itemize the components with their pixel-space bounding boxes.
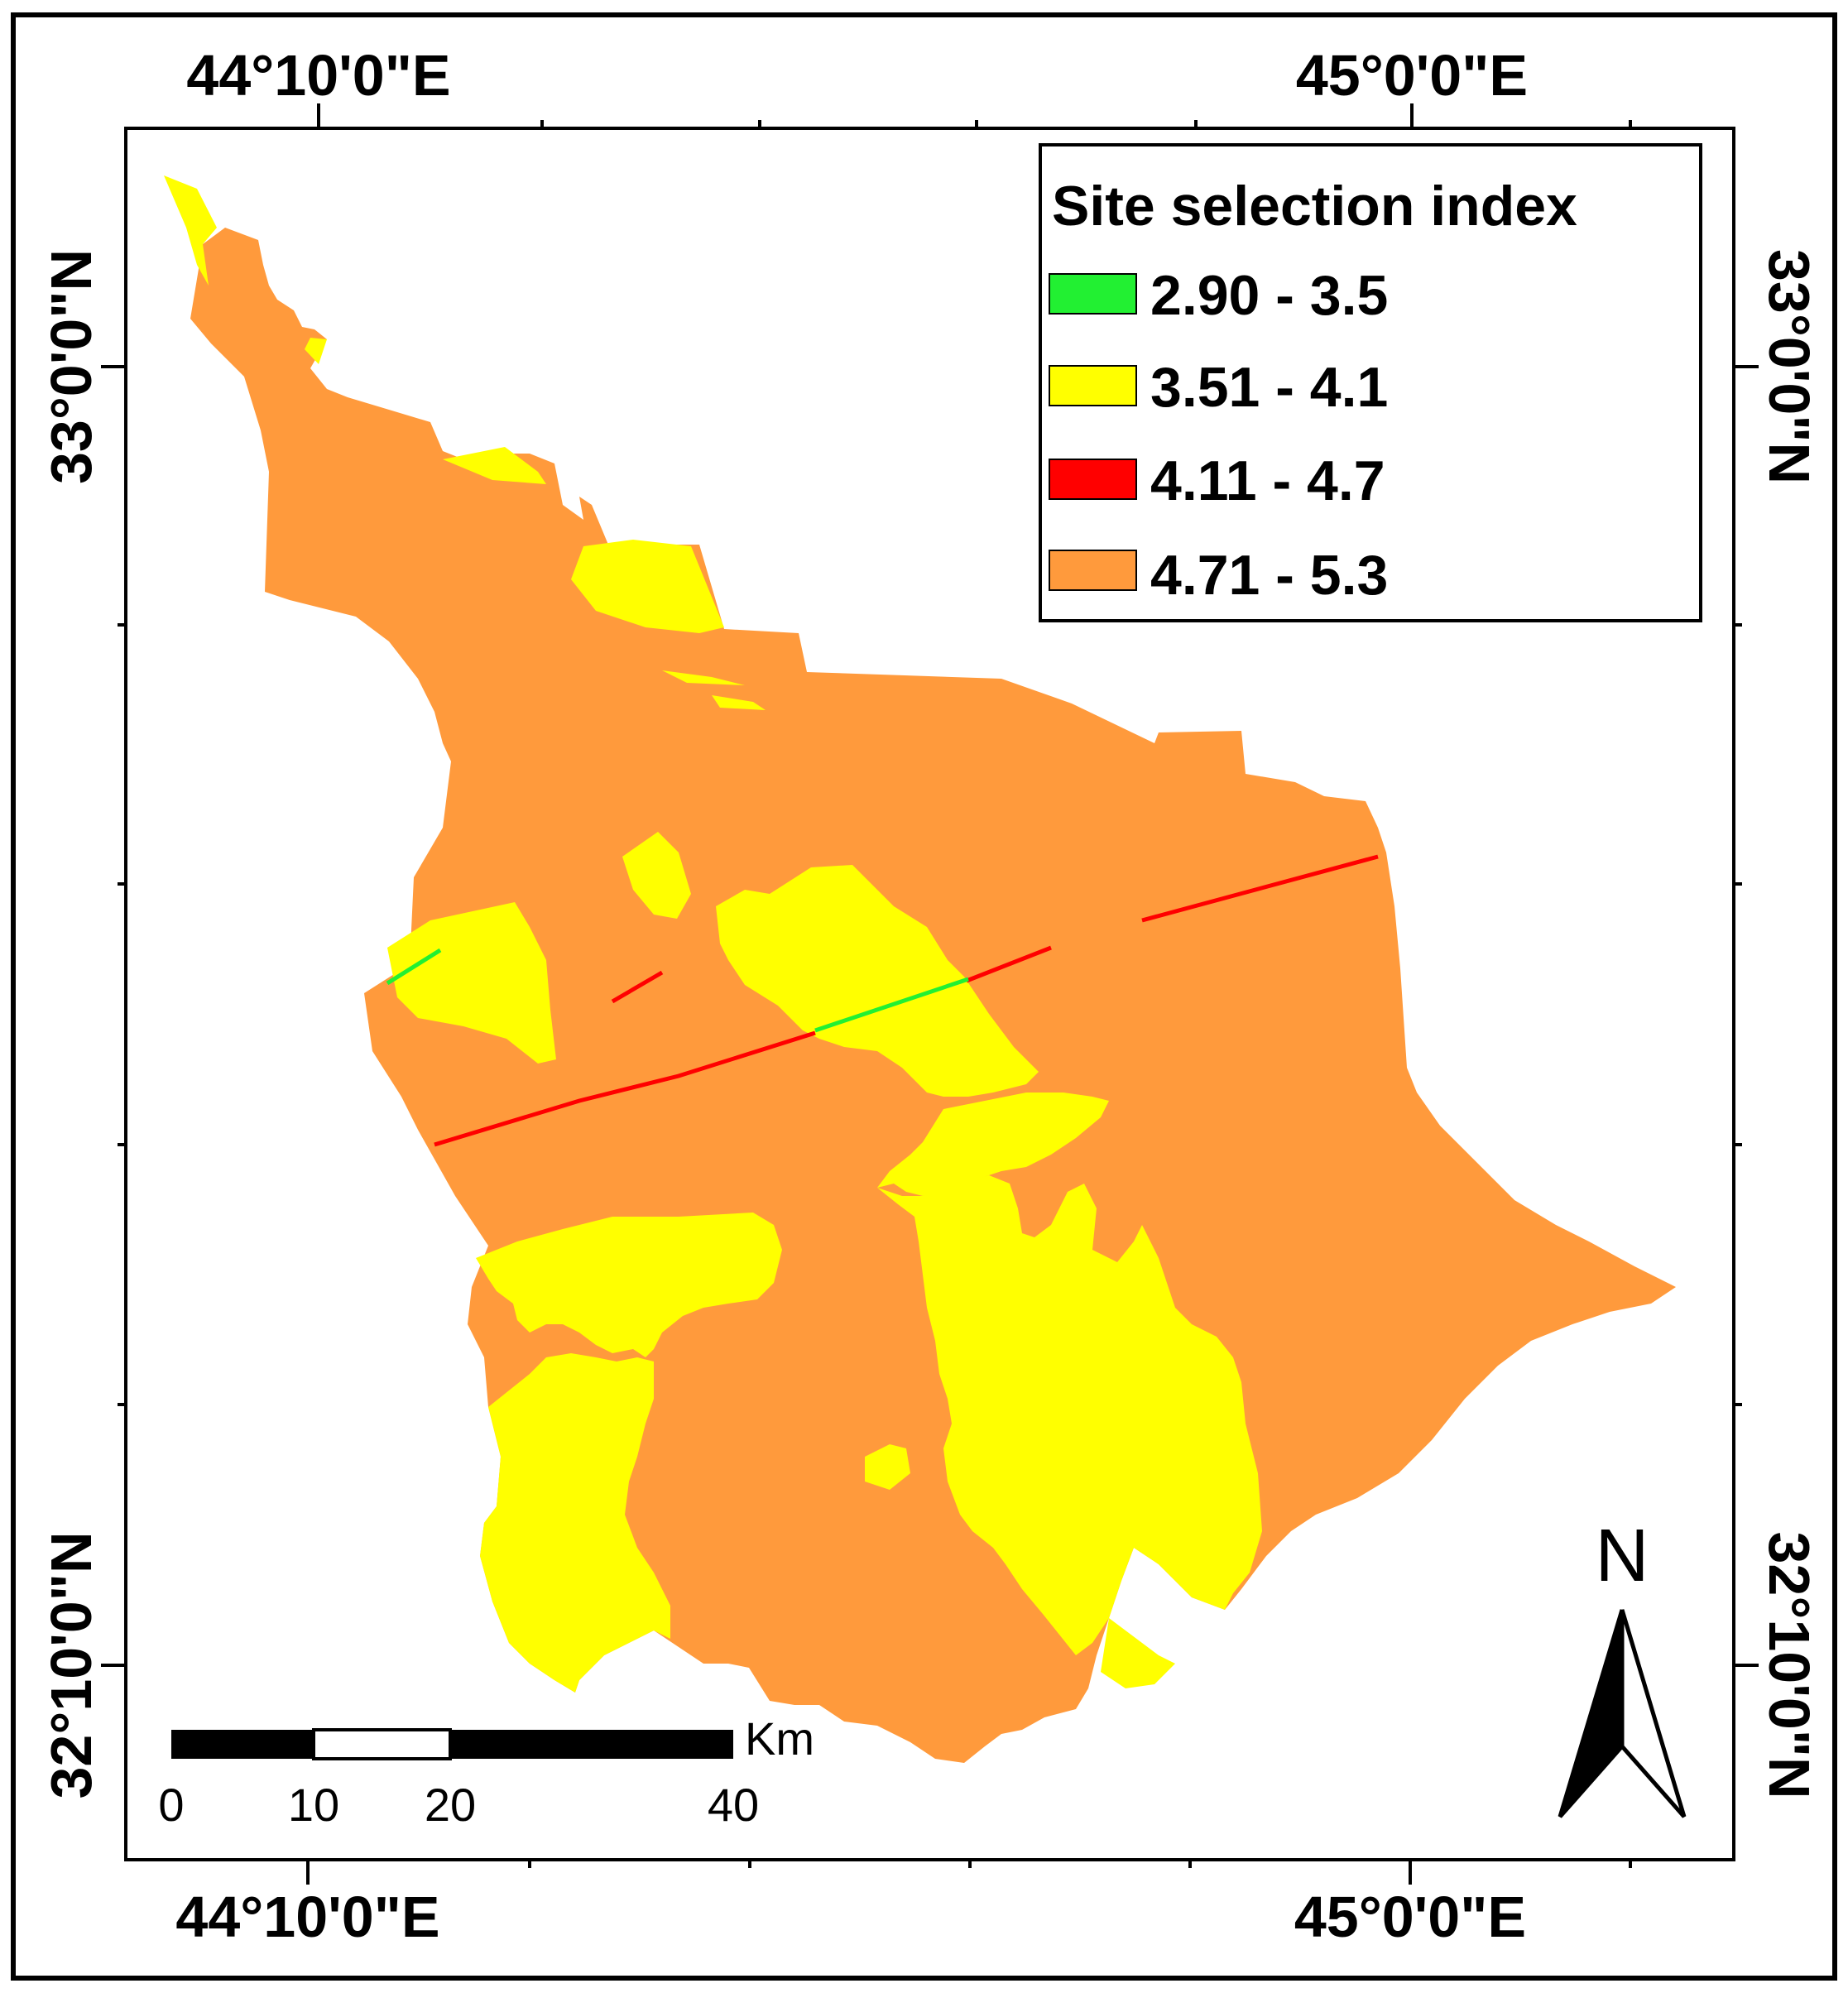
- scale-tick-20: 20: [425, 1779, 476, 1831]
- scale-bar: Km 0 10 20 40: [158, 1712, 814, 1831]
- lon-label-top-right: 45°0'0"E: [1296, 43, 1528, 108]
- class-2-90-3-5-segments: [386, 948, 969, 1033]
- lat-label-right-bottom: 32°10'0"N: [1757, 1531, 1822, 1799]
- legend: Site selection index 2.90 - 3.5 3.51 - 4…: [1039, 143, 1702, 622]
- legend-label-3: 4.11 - 4.7: [1150, 449, 1385, 512]
- legend-swatch-3: [1049, 459, 1137, 500]
- lon-label-bottom-right: 45°0'0"E: [1294, 1885, 1526, 1949]
- lat-label-left-top: 33°0'0"N: [39, 249, 103, 484]
- legend-title: Site selection index: [1052, 175, 1577, 238]
- lat-label-left-bottom: 32°10'0"N: [39, 1531, 103, 1799]
- north-arrow: N: [1558, 1515, 1687, 1818]
- scale-tick-0: 0: [158, 1779, 184, 1831]
- scale-tick-40: 40: [708, 1779, 759, 1831]
- legend-swatch-4: [1049, 550, 1137, 591]
- scale-tick-10: 10: [288, 1779, 339, 1831]
- lon-label-bottom-left: 44°10'0"E: [175, 1885, 439, 1949]
- legend-label-1: 2.90 - 3.5: [1150, 264, 1388, 327]
- lat-label-right-top: 33°0'0"N: [1757, 249, 1822, 484]
- legend-swatch-2: [1049, 365, 1137, 406]
- class-3-51-4-1-areas: [164, 175, 1262, 1693]
- legend-swatch-1: [1049, 273, 1137, 315]
- north-arrow-label: N: [1596, 1515, 1649, 1597]
- legend-label-4: 4.71 - 5.3: [1150, 544, 1388, 607]
- scale-unit: Km: [745, 1712, 814, 1765]
- lon-label-top-left: 44°10'0"E: [186, 43, 450, 108]
- graticule-ticks: [101, 103, 1759, 1885]
- class-4-11-4-7-segments: [434, 854, 1379, 1147]
- legend-label-2: 3.51 - 4.1: [1150, 356, 1388, 419]
